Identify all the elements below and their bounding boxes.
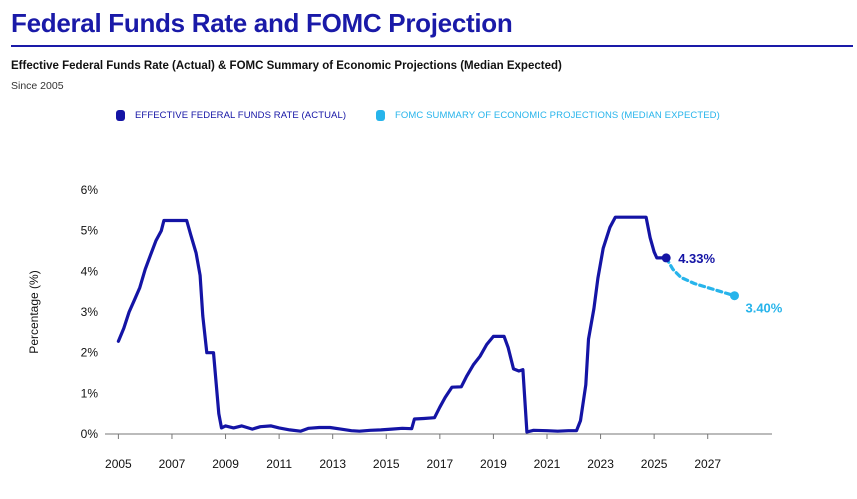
x-tick-label: 2015 xyxy=(373,457,400,471)
endpoint-marker-projection xyxy=(729,291,739,301)
title-divider xyxy=(11,45,853,47)
y-tick-label: 6% xyxy=(81,183,99,197)
data-label-actual: 4.33% xyxy=(678,251,715,266)
legend-label-projection: FOMC SUMMARY OF ECONOMIC PROJECTIONS (ME… xyxy=(395,110,720,121)
data-label-projection: 3.40% xyxy=(745,301,782,316)
endpoint-marker-actual xyxy=(661,253,671,263)
x-tick-label: 2011 xyxy=(266,457,292,471)
x-tick-label: 2007 xyxy=(159,457,186,471)
page-title: Federal Funds Rate and FOMC Projection xyxy=(11,8,513,38)
x-tick-label: 2019 xyxy=(480,457,507,471)
x-tick-label: 2017 xyxy=(426,457,453,471)
x-tick-label: 2021 xyxy=(534,457,561,471)
y-tick-label: 0% xyxy=(81,427,99,441)
legend-item-projection: FOMC SUMMARY OF ECONOMIC PROJECTIONS (ME… xyxy=(376,110,720,121)
x-tick-label: 2013 xyxy=(319,457,346,471)
x-tick-label: 2009 xyxy=(212,457,239,471)
y-tick-label: 4% xyxy=(81,264,99,278)
series-line-projection xyxy=(664,256,737,298)
legend-swatch-actual xyxy=(116,110,125,121)
chart-legend: EFFECTIVE FEDERAL FUNDS RATE (ACTUAL) FO… xyxy=(0,110,857,126)
x-tick-label: 2027 xyxy=(694,457,721,471)
chart-since-note: Since 2005 xyxy=(11,80,64,92)
chart-subtitle: Effective Federal Funds Rate (Actual) & … xyxy=(11,60,562,72)
legend-label-actual: EFFECTIVE FEDERAL FUNDS RATE (ACTUAL) xyxy=(135,110,347,121)
x-tick-label: 2023 xyxy=(587,457,614,471)
x-tick-label: 2005 xyxy=(105,457,132,471)
y-tick-label: 1% xyxy=(81,386,99,400)
x-tick-label: 2025 xyxy=(641,457,668,471)
y-tick-label: 3% xyxy=(81,305,99,319)
y-axis-title: Percentage (%) xyxy=(27,270,41,353)
legend-swatch-projection xyxy=(376,110,385,121)
y-tick-label: 5% xyxy=(81,224,99,238)
series-line-actual xyxy=(116,215,668,434)
y-tick-label: 2% xyxy=(81,346,99,360)
legend-item-actual: EFFECTIVE FEDERAL FUNDS RATE (ACTUAL) xyxy=(116,110,346,121)
